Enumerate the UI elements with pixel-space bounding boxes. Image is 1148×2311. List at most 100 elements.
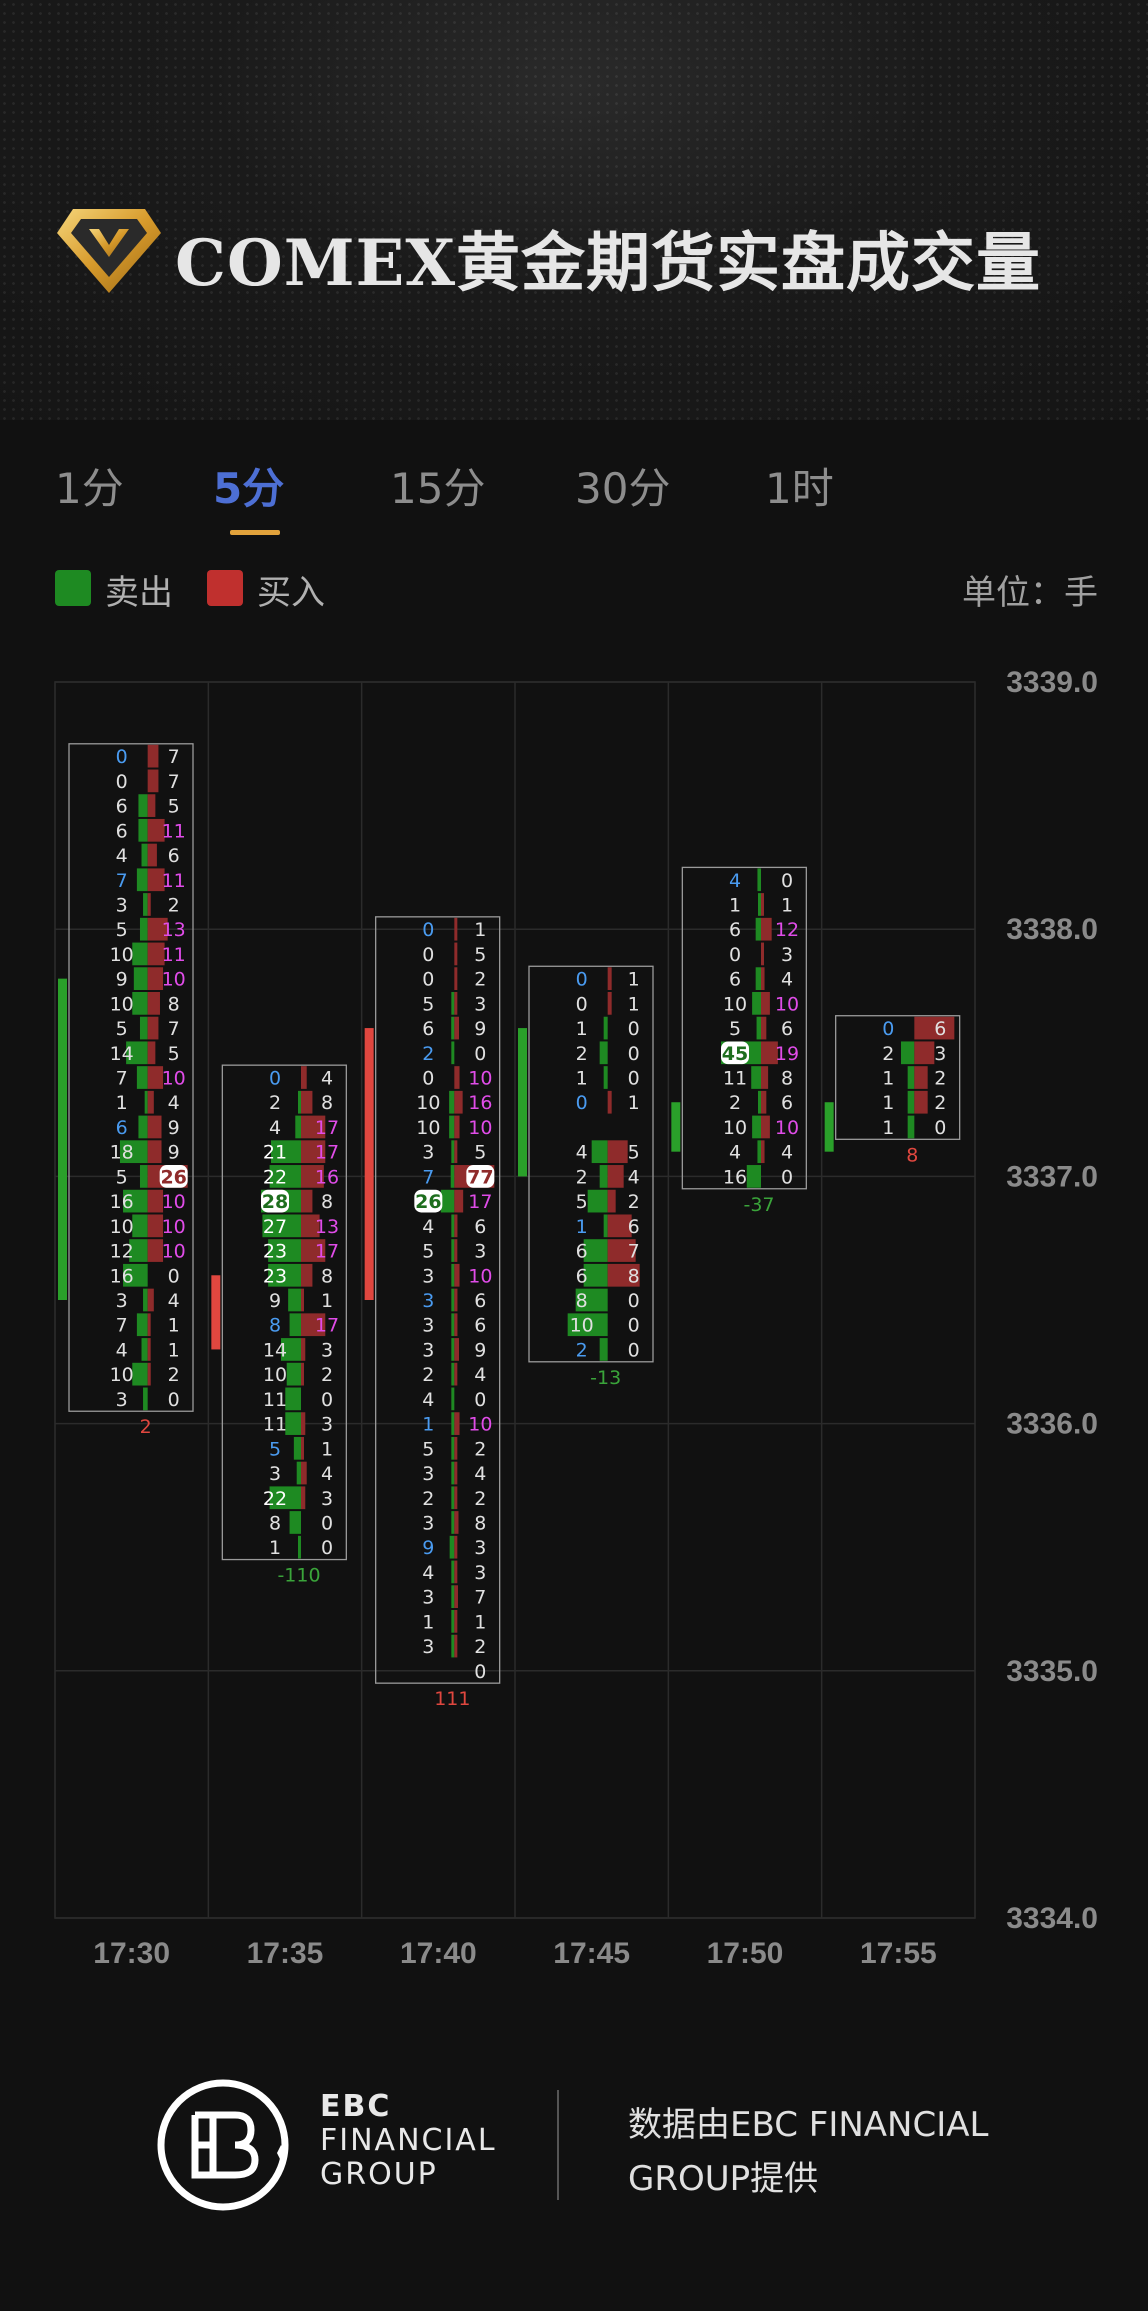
sell-volume-bar xyxy=(599,1165,608,1188)
buy-volume-label: 10 xyxy=(468,1265,492,1287)
sell-volume-label: 0 xyxy=(576,969,588,991)
tab-1hour[interactable]: 1时 xyxy=(765,464,834,513)
buy-volume-label: 6 xyxy=(934,1018,946,1040)
x-tick-label: 17:45 xyxy=(553,1937,630,1970)
tab-15min[interactable]: 15分 xyxy=(390,464,486,513)
sell-volume-bar xyxy=(143,893,148,916)
buy-volume-bar xyxy=(147,843,157,867)
sell-volume-bar xyxy=(293,1436,301,1460)
buy-volume-label: 1 xyxy=(321,1438,333,1460)
buy-volume-label: 0 xyxy=(628,1339,640,1361)
buy-volume-label: 26 xyxy=(160,1166,186,1188)
sell-volume-bar xyxy=(587,1189,608,1213)
sell-peak-highlight xyxy=(721,1041,749,1065)
sell-volume-label: 4 xyxy=(116,1339,128,1361)
buy-volume-label: 10 xyxy=(468,1068,492,1090)
buy-volume-bar xyxy=(607,1090,612,1114)
sell-volume-bar xyxy=(138,1115,148,1139)
buy-volume-bar xyxy=(147,1115,162,1139)
buy-volume-label: 6 xyxy=(628,1216,640,1238)
buy-volume-bar xyxy=(147,1338,151,1361)
sell-volume-label: 3 xyxy=(269,1463,281,1485)
sell-volume-label: 4 xyxy=(729,1142,741,1164)
sell-volume-label: 6 xyxy=(116,1117,128,1139)
buy-volume-label: 1 xyxy=(168,1339,180,1361)
buy-volume-label: 2 xyxy=(474,1438,486,1460)
buy-volume-bar xyxy=(147,1362,151,1386)
buy-volume-bar xyxy=(454,1115,460,1139)
sell-volume-bar xyxy=(575,1288,608,1312)
sell-volume-label: 4 xyxy=(116,845,128,867)
buy-volume-bar xyxy=(147,1066,164,1089)
buy-volume-label: 1 xyxy=(628,969,640,991)
buy-volume-label: 2 xyxy=(474,969,486,991)
buy-volume-label: 9 xyxy=(474,1018,486,1040)
buy-volume-label: 9 xyxy=(474,1339,486,1361)
sell-volume-label: 1 xyxy=(422,1414,434,1436)
sell-volume-bar xyxy=(758,893,761,916)
buy-volume-bar xyxy=(914,1016,955,1040)
sell-volume-bar xyxy=(139,917,148,941)
buy-volume-label: 8 xyxy=(321,1092,333,1114)
sell-volume-label: 3 xyxy=(422,1339,434,1361)
unit-label: 单位：手 xyxy=(962,573,1098,613)
buy-volume-label: 2 xyxy=(934,1068,946,1090)
sell-volume-bar xyxy=(451,1486,455,1510)
sell-volume-label: 1 xyxy=(882,1117,894,1139)
buy-volume-label: 6 xyxy=(781,1018,793,1040)
sell-volume-bar xyxy=(144,1090,148,1114)
buy-volume-label: 3 xyxy=(321,1414,333,1436)
delta-label: -110 xyxy=(277,1565,320,1587)
buy-volume-label: 11 xyxy=(162,820,186,842)
buy-volume-bar xyxy=(761,893,764,916)
sell-volume-label: 3 xyxy=(116,1389,128,1411)
buy-volume-label: 5 xyxy=(474,944,486,966)
buy-volume-label: 4 xyxy=(321,1068,333,1090)
tab-1min[interactable]: 1分 xyxy=(55,464,124,513)
sell-volume-label: 5 xyxy=(422,993,434,1015)
sell-volume-bar xyxy=(132,1214,148,1238)
buy-volume-label: 6 xyxy=(474,1216,486,1238)
buy-volume-label: 0 xyxy=(781,870,793,892)
buy-volume-label: 1 xyxy=(474,919,486,941)
buy-volume-label: 9 xyxy=(168,1117,180,1139)
sell-volume-label: 22 xyxy=(263,1488,287,1510)
buy-volume-label: 0 xyxy=(168,1389,180,1411)
buy-volume-label: 7 xyxy=(168,771,180,793)
buy-volume-label: 1 xyxy=(628,1092,640,1114)
sell-volume-bar xyxy=(757,1140,761,1164)
sell-volume-bar xyxy=(289,1313,301,1337)
sell-volume-label: 1 xyxy=(576,1216,588,1238)
buy-volume-bar xyxy=(454,1263,460,1287)
buy-volume-label: 0 xyxy=(321,1537,333,1559)
tab-5min[interactable]: 5分 xyxy=(213,464,285,513)
buy-volume-label: 5 xyxy=(628,1142,640,1164)
buy-volume-bar xyxy=(147,1090,154,1114)
buy-volume-label: 3 xyxy=(474,993,486,1015)
buy-volume-label: 2 xyxy=(321,1364,333,1386)
buy-volume-label: 3 xyxy=(474,1562,486,1584)
buy-volume-label: 10 xyxy=(162,969,186,991)
sell-volume-bar xyxy=(268,1239,301,1262)
buy-volume-bar xyxy=(454,992,458,1015)
buy-volume-label: 0 xyxy=(628,1018,640,1040)
sell-volume-label: 10 xyxy=(416,1117,440,1139)
buy-volume-label: 1 xyxy=(474,1611,486,1633)
sell-volume-bar xyxy=(755,917,761,941)
buy-volume-label: 17 xyxy=(315,1117,339,1139)
sell-volume-label: 2 xyxy=(422,1043,434,1065)
buy-volume-label: 10 xyxy=(162,1241,186,1263)
sell-volume-label: 10 xyxy=(570,1315,594,1337)
buy-volume-bar xyxy=(454,1140,458,1164)
buy-volume-label: 8 xyxy=(321,1265,333,1287)
sell-volume-bar xyxy=(298,1535,301,1559)
buy-volume-label: 10 xyxy=(775,1117,799,1139)
tab-30min[interactable]: 30分 xyxy=(575,464,671,513)
sell-volume-bar xyxy=(746,1165,761,1188)
buy-volume-label: 6 xyxy=(168,845,180,867)
buy-volume-bar xyxy=(761,1041,778,1065)
buy-volume-label: 19 xyxy=(775,1043,799,1065)
buy-volume-bar xyxy=(147,744,159,768)
delta-label: 8 xyxy=(906,1144,918,1166)
sell-volume-bar xyxy=(449,1115,455,1139)
